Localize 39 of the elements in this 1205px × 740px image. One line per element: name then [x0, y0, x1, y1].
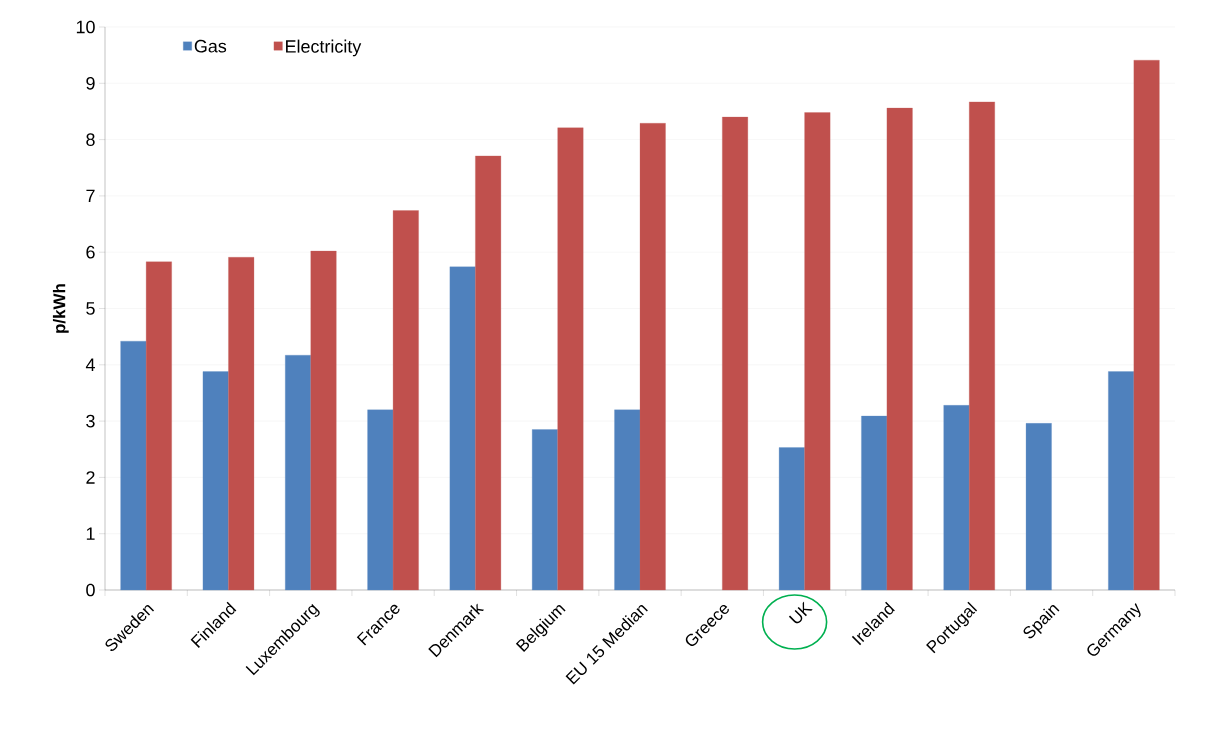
- bar: [804, 112, 831, 591]
- y-tick-label: 8: [86, 133, 95, 146]
- y-tick-label: 9: [86, 76, 95, 90]
- y-tick-label: 10: [76, 20, 95, 34]
- bar: [1133, 60, 1160, 591]
- y-tick-label: 0: [86, 583, 95, 597]
- y-tick-label: 3: [86, 414, 95, 428]
- bar: [557, 127, 584, 591]
- bar: [367, 409, 394, 591]
- bar: [1025, 423, 1052, 591]
- y-tick-label: 6: [86, 245, 95, 259]
- bar: [449, 266, 476, 591]
- bar: [614, 409, 641, 591]
- bar: [1108, 371, 1134, 591]
- bar: [475, 155, 502, 591]
- y-tick-label: 5: [86, 302, 95, 315]
- x-tick-label: UK: [788, 601, 813, 624]
- bar: [778, 447, 805, 591]
- bar: [392, 210, 419, 591]
- bar: [943, 405, 970, 591]
- bar: [120, 341, 147, 591]
- bar: [886, 107, 913, 591]
- bar: [228, 257, 255, 591]
- bar: [532, 429, 558, 591]
- bar: [310, 250, 337, 591]
- bar: [722, 116, 748, 591]
- legend-label: Electricity: [286, 39, 362, 57]
- bar: [969, 101, 995, 591]
- bar: [285, 355, 311, 591]
- y-axis-title: p/kWh: [52, 284, 69, 333]
- y-tick-label: 7: [86, 189, 95, 203]
- bar: [146, 261, 172, 591]
- y-tick-label: 2: [86, 471, 95, 484]
- bar: [202, 371, 229, 591]
- y-tick-label: 1: [86, 527, 95, 540]
- bar: [861, 415, 888, 591]
- bar: [639, 123, 666, 591]
- y-tick-label: 4: [85, 358, 95, 371]
- legend-label: Gas: [194, 39, 227, 53]
